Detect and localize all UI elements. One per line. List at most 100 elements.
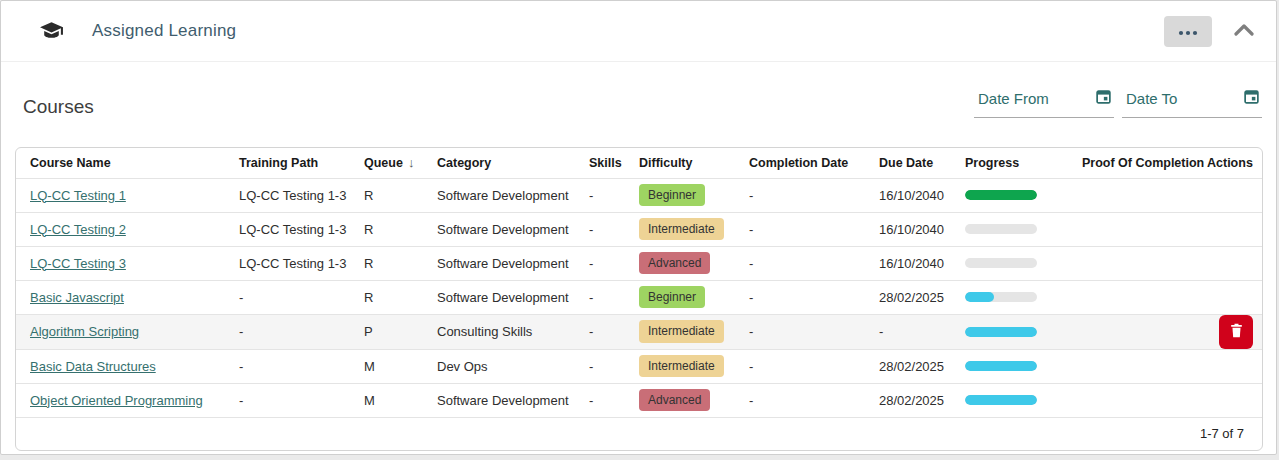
- col-header-queue[interactable]: Queue↓: [364, 148, 437, 178]
- difficulty-badge: Intermediate: [639, 320, 724, 342]
- difficulty-badge: Beginner: [639, 184, 705, 206]
- pagination-label: 1-7 of 7: [1200, 426, 1244, 441]
- course-row: Basic Javascript - R Software Developmen…: [16, 280, 1263, 314]
- course-name-link[interactable]: LQ-CC Testing 3: [30, 256, 126, 271]
- table-header-row: Course Name Training Path Queue↓ Categor…: [16, 148, 1263, 178]
- queue-cell: P: [364, 314, 437, 349]
- calendar-icon[interactable]: [1243, 88, 1260, 108]
- course-row: Object Oriented Programming - M Software…: [16, 383, 1263, 417]
- course-row: Basic Data Structures - M Dev Ops - Inte…: [16, 349, 1263, 383]
- completion-date-cell: -: [749, 280, 879, 314]
- progress-fill: [965, 292, 994, 302]
- panel-title: Assigned Learning: [92, 21, 236, 41]
- date-to-field[interactable]: Date To: [1122, 88, 1262, 118]
- difficulty-badge: Intermediate: [639, 355, 724, 377]
- progress-bar: [965, 224, 1037, 234]
- col-header-difficulty[interactable]: Difficulty: [639, 148, 749, 178]
- date-from-label: Date From: [978, 90, 1049, 107]
- proof-of-completion-cell: [1082, 178, 1207, 212]
- skills-cell: -: [589, 212, 639, 246]
- progress-bar: [965, 327, 1037, 337]
- completion-date-cell: -: [749, 212, 879, 246]
- proof-of-completion-cell: [1082, 349, 1207, 383]
- category-cell: Software Development: [437, 212, 589, 246]
- course-row: LQ-CC Testing 1 LQ-CC Testing 1-3 R Soft…: [16, 178, 1263, 212]
- completion-date-cell: -: [749, 246, 879, 280]
- category-cell: Software Development: [437, 178, 589, 212]
- col-header-category[interactable]: Category: [437, 148, 589, 178]
- skills-cell: -: [589, 314, 639, 349]
- course-name-link[interactable]: LQ-CC Testing 2: [30, 222, 126, 237]
- collapse-panel-button[interactable]: [1234, 23, 1254, 39]
- difficulty-badge: Advanced: [639, 252, 710, 274]
- progress-bar: [965, 258, 1037, 268]
- due-date-cell: -: [879, 314, 965, 349]
- ellipsis-icon: [1178, 24, 1198, 39]
- queue-cell: M: [364, 383, 437, 417]
- col-header-training-path[interactable]: Training Path: [239, 148, 364, 178]
- difficulty-badge: Beginner: [639, 286, 705, 308]
- proof-of-completion-cell: [1082, 280, 1207, 314]
- table-footer: 1-7 of 7: [16, 417, 1262, 450]
- difficulty-badge: Advanced: [639, 389, 710, 411]
- sort-descending-icon[interactable]: ↓: [408, 155, 415, 170]
- calendar-icon[interactable]: [1095, 88, 1112, 108]
- skills-cell: -: [589, 178, 639, 212]
- due-date-cell: 16/10/2040: [879, 212, 965, 246]
- completion-date-cell: -: [749, 383, 879, 417]
- progress-bar: [965, 395, 1037, 405]
- difficulty-badge: Intermediate: [639, 218, 724, 240]
- proof-of-completion-cell: [1082, 212, 1207, 246]
- queue-cell: R: [364, 246, 437, 280]
- due-date-cell: 16/10/2040: [879, 246, 965, 280]
- training-path-cell: -: [239, 280, 364, 314]
- queue-cell: R: [364, 178, 437, 212]
- progress-bar: [965, 361, 1037, 371]
- course-name-link[interactable]: Basic Javascript: [30, 290, 124, 305]
- col-header-due-date[interactable]: Due Date: [879, 148, 965, 178]
- due-date-cell: 28/02/2025: [879, 349, 965, 383]
- more-options-button[interactable]: [1164, 16, 1212, 47]
- queue-cell: R: [364, 212, 437, 246]
- panel-header: Assigned Learning: [1, 1, 1276, 62]
- col-header-completion-date[interactable]: Completion Date: [749, 148, 879, 178]
- chevron-up-icon: [1234, 23, 1254, 39]
- training-path-cell: -: [239, 314, 364, 349]
- course-row: Algorithm Scripting - P Consulting Skill…: [16, 314, 1263, 349]
- training-path-cell: LQ-CC Testing 1-3: [239, 212, 364, 246]
- category-cell: Software Development: [437, 383, 589, 417]
- due-date-cell: 28/02/2025: [879, 383, 965, 417]
- due-date-cell: 16/10/2040: [879, 178, 965, 212]
- course-table-body: LQ-CC Testing 1 LQ-CC Testing 1-3 R Soft…: [16, 178, 1263, 417]
- course-name-link[interactable]: LQ-CC Testing 1: [30, 188, 126, 203]
- training-path-cell: LQ-CC Testing 1-3: [239, 178, 364, 212]
- col-header-actions: Actions: [1207, 148, 1263, 178]
- category-cell: Software Development: [437, 246, 589, 280]
- course-row: LQ-CC Testing 2 LQ-CC Testing 1-3 R Soft…: [16, 212, 1263, 246]
- skills-cell: -: [589, 383, 639, 417]
- course-name-link[interactable]: Basic Data Structures: [30, 359, 156, 374]
- queue-cell: M: [364, 349, 437, 383]
- col-header-proof-of-completion[interactable]: Proof Of Completion: [1082, 148, 1207, 178]
- course-name-link[interactable]: Object Oriented Programming: [30, 393, 203, 408]
- delete-course-button[interactable]: [1219, 315, 1253, 349]
- progress-fill: [965, 190, 1037, 200]
- skills-cell: -: [589, 246, 639, 280]
- course-name-link[interactable]: Algorithm Scripting: [30, 324, 139, 339]
- training-path-cell: -: [239, 383, 364, 417]
- trash-icon: [1228, 322, 1245, 342]
- training-path-cell: LQ-CC Testing 1-3: [239, 246, 364, 280]
- assigned-learning-panel: Assigned Learning C: [0, 0, 1277, 455]
- col-header-skills[interactable]: Skills: [589, 148, 639, 178]
- course-row: LQ-CC Testing 3 LQ-CC Testing 1-3 R Soft…: [16, 246, 1263, 280]
- section-title: Courses: [23, 96, 94, 118]
- col-header-progress[interactable]: Progress: [965, 148, 1082, 178]
- queue-cell: R: [364, 280, 437, 314]
- progress-fill: [965, 395, 1037, 405]
- category-cell: Dev Ops: [437, 349, 589, 383]
- progress-fill: [965, 361, 1037, 371]
- category-cell: Consulting Skills: [437, 314, 589, 349]
- col-header-course-name[interactable]: Course Name: [16, 148, 239, 178]
- date-from-field[interactable]: Date From: [974, 88, 1114, 118]
- courses-table: Course Name Training Path Queue↓ Categor…: [15, 147, 1263, 451]
